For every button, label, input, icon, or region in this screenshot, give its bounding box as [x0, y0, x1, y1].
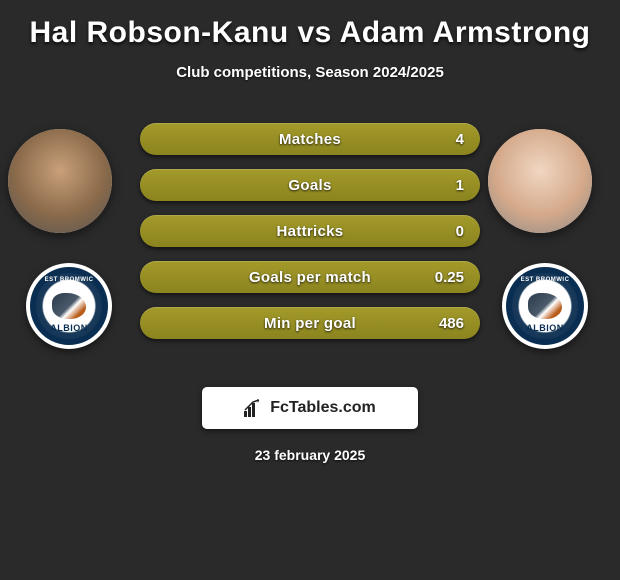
stat-bar: Hattricks 0 — [140, 215, 480, 247]
fctables-icon — [244, 399, 264, 417]
stat-value: 1 — [456, 177, 464, 194]
stat-label: Min per goal — [264, 315, 356, 332]
stat-value: 4 — [456, 131, 464, 148]
crest-graphic: EST BROMWIC ALBION — [30, 267, 108, 345]
crest-bird-icon — [52, 293, 86, 319]
stat-bars: Matches 4 Goals 1 Hattricks 0 Goals per match 0… — [140, 123, 480, 353]
fctables-text: FcTables.com — [270, 399, 376, 417]
page-title: Hal Robson-Kanu vs Adam Armstrong — [0, 16, 620, 50]
stat-label: Hattricks — [277, 223, 344, 240]
content-area: EST BROMWIC ALBION EST BROMWIC ALBION Ma… — [0, 111, 620, 371]
stat-bar: Min per goal 486 — [140, 307, 480, 339]
player-left-avatar — [8, 129, 112, 233]
stat-value: 0 — [456, 223, 464, 240]
stat-label: Goals — [288, 177, 331, 194]
stat-bar: Matches 4 — [140, 123, 480, 155]
stat-bar: Goals 1 — [140, 169, 480, 201]
club-right-crest: EST BROMWIC ALBION — [502, 263, 588, 349]
crest-graphic: EST BROMWIC ALBION — [506, 267, 584, 345]
crest-bottom-text: ALBION — [512, 323, 578, 333]
subtitle: Club competitions, Season 2024/2025 — [0, 64, 620, 81]
crest-top-text: EST BROMWIC — [512, 277, 578, 283]
crest-bird-icon — [528, 293, 562, 319]
stat-value: 0.25 — [435, 269, 464, 286]
comparison-card: Hal Robson-Kanu vs Adam Armstrong Club c… — [0, 0, 620, 463]
crest-top-text: EST BROMWIC — [36, 277, 102, 283]
player-right-avatar — [488, 129, 592, 233]
club-left-crest: EST BROMWIC ALBION — [26, 263, 112, 349]
crest-bottom-text: ALBION — [36, 323, 102, 333]
stat-value: 486 — [439, 315, 464, 332]
snapshot-date: 23 february 2025 — [0, 447, 620, 463]
stat-bar: Goals per match 0.25 — [140, 261, 480, 293]
stat-label: Goals per match — [249, 269, 371, 286]
stat-label: Matches — [279, 131, 341, 148]
avatar-placeholder — [488, 129, 592, 233]
avatar-placeholder — [8, 129, 112, 233]
fctables-logo[interactable]: FcTables.com — [202, 387, 418, 429]
